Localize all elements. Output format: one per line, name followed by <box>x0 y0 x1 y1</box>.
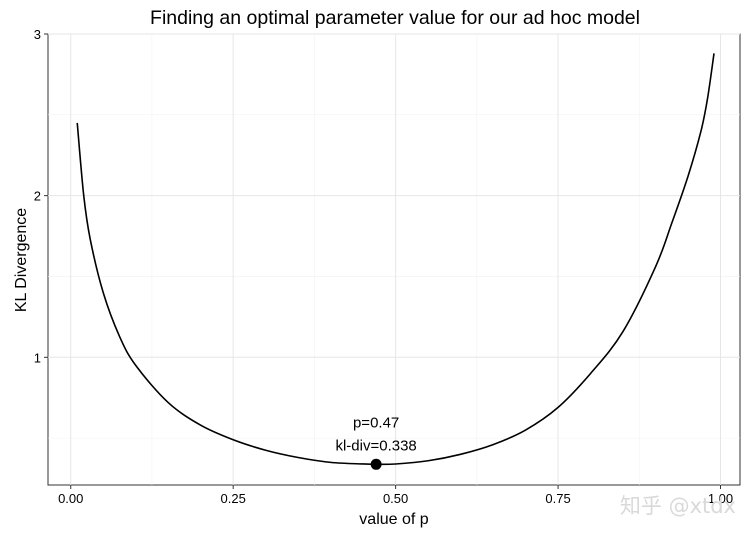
grid-lines <box>48 33 740 485</box>
y-tick-label: 1 <box>34 350 41 365</box>
y-tick-label: 2 <box>34 189 41 204</box>
watermark-text: 知乎 @xtdx <box>619 494 736 518</box>
chart-title: Finding an optimal parameter value for o… <box>150 7 640 29</box>
x-tick-label: 0.00 <box>58 491 83 506</box>
optimal-point-marker <box>370 458 382 470</box>
series-layer <box>76 53 715 466</box>
x-tick-label: 0.75 <box>545 491 570 506</box>
highlight-layer: p=0.47 kl-div=0.338 <box>335 414 417 470</box>
y-tick-label: 3 <box>34 27 41 42</box>
y-axis-label: KL Divergence <box>13 208 30 312</box>
kl-divergence-line <box>76 53 715 466</box>
x-tick-label: 0.25 <box>221 491 246 506</box>
x-tick-label: 1.00 <box>708 491 733 506</box>
x-axis-label: value of p <box>359 511 428 528</box>
optimal-point-label-p: p=0.47 <box>353 414 399 431</box>
axis-ticks: 0.00 0.25 0.50 0.75 1.00 1 2 3 <box>34 27 733 506</box>
optimal-point-label-kl: kl-div=0.338 <box>335 437 416 454</box>
x-tick-label: 0.50 <box>383 491 408 506</box>
